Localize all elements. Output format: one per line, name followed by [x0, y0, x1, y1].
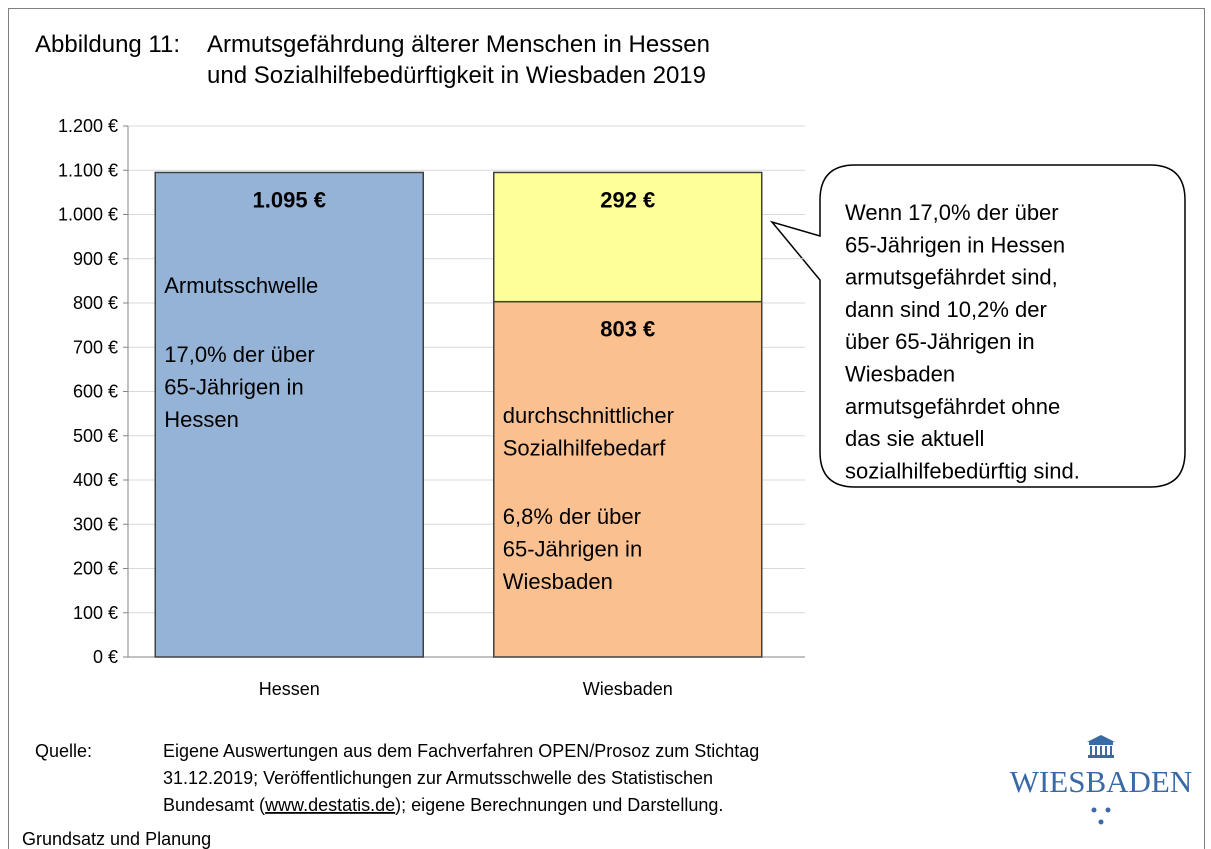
y-tick-label: 100 € — [73, 603, 118, 623]
y-tick-label: 800 € — [73, 293, 118, 313]
annotation: 65-Jährigen in — [503, 537, 642, 562]
data-label: 803 € — [600, 317, 655, 342]
frame — [8, 8, 1205, 849]
annotation: Armutsschwelle — [164, 273, 318, 298]
logo-icon — [1087, 735, 1115, 825]
chart-title: Armutsgefährdung älterer Menschen in Hes… — [207, 31, 710, 58]
annotation: durchschnittlicher — [503, 403, 674, 428]
bar — [493, 171, 763, 303]
source-text: Eigene Auswertungen aus dem Fachverfahre… — [163, 741, 759, 761]
source-label: Quelle: — [35, 741, 92, 761]
y-tick-label: 400 € — [73, 470, 118, 490]
x-tick-label: Wiesbaden — [583, 679, 673, 699]
callout-text: armutsgefährdet sind, — [845, 265, 1058, 290]
y-tick-label: 200 € — [73, 559, 118, 579]
y-tick-label: 300 € — [73, 514, 118, 534]
y-tick-label: 700 € — [73, 337, 118, 357]
footer: Grundsatz und Planung — [22, 829, 211, 849]
y-tick-label: 1.200 € — [58, 116, 118, 136]
callout-text: dann sind 10,2% der — [845, 297, 1047, 322]
source-link[interactable]: www.destatis.de — [264, 795, 395, 815]
logo: WIESBADEN — [1010, 764, 1193, 799]
source-text: 31.12.2019; Veröffentlichungen zur Armut… — [163, 768, 713, 788]
data-label: 1.095 € — [253, 187, 326, 212]
callout-text: armutsgefährdet ohne — [845, 394, 1060, 419]
y-tick-label: 1.100 € — [58, 160, 118, 180]
annotation: 65-Jährigen in — [164, 375, 303, 400]
callout-text: Wenn 17,0% der über — [845, 200, 1059, 225]
callout-box — [769, 164, 1186, 488]
annotation: 17,0% der über — [164, 342, 314, 367]
annotation: Wiesbaden — [503, 569, 613, 594]
callout-text: über 65-Jährigen in — [845, 329, 1035, 354]
bar — [493, 300, 763, 658]
callout-text: 65-Jährigen in Hessen — [845, 232, 1065, 257]
y-tick-label: 0 € — [93, 647, 118, 667]
annotation: 6,8% der über — [503, 504, 641, 529]
annotation: Sozialhilfebedarf — [503, 436, 667, 461]
y-tick-label: 600 € — [73, 382, 118, 402]
annotation: Hessen — [164, 407, 239, 432]
source-text: ); eigene Berechnungen und Darstellung. — [395, 795, 723, 815]
x-tick-label: Hessen — [259, 679, 320, 699]
callout-text: sozialhilfebedürftig sind. — [845, 458, 1080, 483]
bar — [154, 171, 424, 658]
callout-text: Wiesbaden — [845, 362, 955, 387]
chart-title: und Sozialhilfebedürftigkeit in Wiesbade… — [207, 62, 706, 89]
callout-text: das sie aktuell — [845, 426, 984, 451]
data-label: 292 € — [600, 187, 655, 212]
title-prefix: Abbildung 11: — [35, 31, 180, 58]
source-text: Bundesamt ( — [163, 795, 265, 815]
source-text: Bundesamt (www.destatis.de); eigene Bere… — [163, 795, 723, 815]
y-tick-label: 500 € — [73, 426, 118, 446]
y-tick-label: 1.000 € — [58, 205, 118, 225]
y-tick-label: 900 € — [73, 249, 118, 269]
